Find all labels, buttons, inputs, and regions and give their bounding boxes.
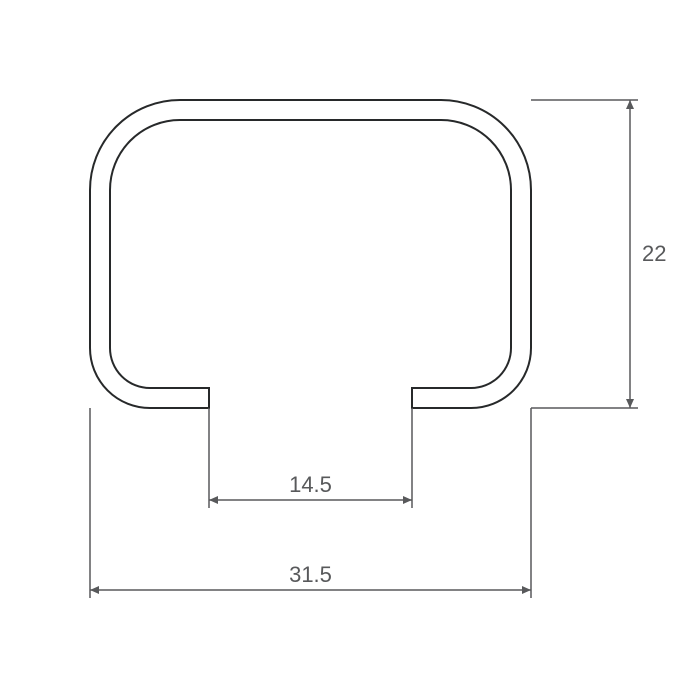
c-profile-outline xyxy=(90,100,531,408)
dim-gap-width-label: 14.5 xyxy=(289,472,332,497)
dim-gap-width: 14.5 xyxy=(209,408,412,508)
dim-overall-width-label: 31.5 xyxy=(289,562,332,587)
profile-drawing: 14.5 31.5 22 xyxy=(0,0,700,700)
dim-overall-width: 31.5 xyxy=(90,408,531,598)
dim-height-label: 22 xyxy=(642,241,666,266)
dim-height: 22 xyxy=(531,100,666,408)
